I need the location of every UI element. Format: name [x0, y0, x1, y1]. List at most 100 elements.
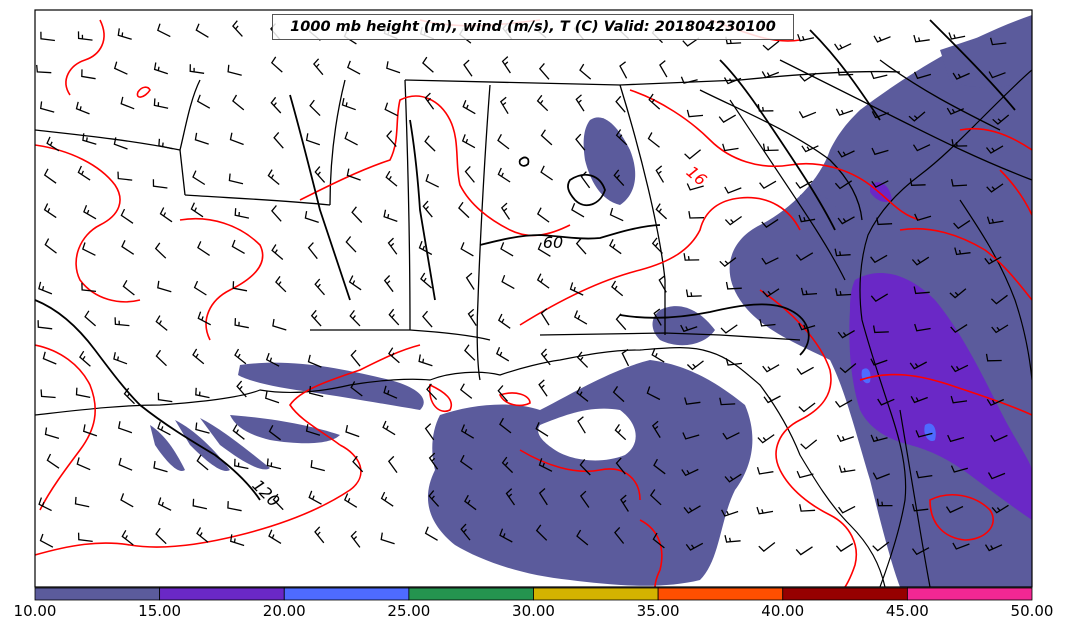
wind-barb [39, 101, 55, 113]
wind-barb [952, 542, 970, 550]
wind-barb [725, 358, 743, 366]
wind-barb [722, 143, 739, 152]
wind-barb [991, 324, 1009, 334]
wind-barb [621, 348, 630, 367]
wind-barb [947, 434, 965, 443]
wind-barb [82, 133, 97, 145]
wind-barb [273, 131, 284, 149]
wind-barb [44, 427, 60, 440]
colorbar-tick-label: 10.00 [13, 602, 57, 620]
wind-barb [915, 430, 933, 438]
wind-barb [609, 207, 624, 222]
wind-barb [655, 165, 665, 183]
wind-barb [724, 535, 741, 543]
wind-barb [84, 310, 97, 327]
wind-barb [36, 64, 52, 74]
wind-barb [76, 457, 91, 471]
wind-barb [39, 533, 54, 548]
wind-barb [345, 424, 360, 438]
wind-barb [876, 217, 893, 226]
wind-barb [573, 310, 588, 325]
wind-barb [798, 111, 817, 119]
wind-barb [614, 424, 627, 441]
wind-barb [686, 183, 704, 191]
wind-barb [113, 352, 128, 365]
wind-barb [914, 71, 932, 80]
wind-barb [117, 421, 133, 434]
wind-barb [158, 138, 173, 150]
wind-barb [459, 454, 473, 471]
wind-barb [838, 465, 856, 473]
wind-barb [82, 424, 98, 437]
wind-barb [757, 434, 775, 444]
wind-barb [420, 272, 433, 289]
wind-barb [984, 544, 1003, 552]
wind-barb [227, 501, 242, 512]
wind-barb [649, 489, 662, 506]
wind-barb [685, 289, 702, 298]
colorbar-tick-label: 35.00 [636, 602, 680, 620]
wind-barb [580, 171, 591, 189]
wind-barb [837, 330, 855, 339]
wind-barb [37, 320, 53, 330]
wind-barb [914, 323, 931, 332]
wind-barb [195, 422, 210, 434]
wind-barb [837, 216, 855, 225]
wind-barb [615, 313, 627, 331]
wind-barb [344, 131, 358, 146]
wind-barb [571, 203, 585, 218]
wind-barb [990, 294, 1008, 305]
wind-barb [460, 424, 475, 439]
wind-barb [761, 218, 779, 228]
wind-barb [196, 527, 209, 543]
wind-barb [535, 524, 548, 541]
wind-barb [458, 201, 470, 219]
wind-barb [121, 240, 135, 255]
wind-barb [120, 96, 135, 110]
wind-barb [153, 98, 169, 109]
wind-barb [799, 504, 816, 512]
wind-barb [314, 278, 325, 296]
wind-barb [194, 132, 209, 145]
coastlines [35, 69, 1032, 587]
wind-barb [38, 281, 53, 295]
wind-barb [986, 398, 1005, 407]
wind-barb [114, 317, 130, 327]
wind-barb [538, 458, 553, 472]
wind-barb [159, 207, 173, 223]
wind-barb [950, 364, 969, 373]
wind-barb [308, 490, 322, 505]
wind-barb [688, 210, 705, 219]
wind-barb [796, 470, 814, 479]
wind-barb [499, 417, 512, 434]
wind-barb [425, 173, 439, 188]
wind-barb [870, 254, 888, 264]
wind-barb [349, 310, 361, 327]
wind-barb [872, 325, 889, 334]
wind-barb [988, 71, 1006, 79]
wind-barb [535, 422, 549, 437]
wind-barb [909, 178, 926, 186]
wind-barb [310, 460, 325, 472]
wind-barb [196, 94, 211, 109]
wind-barb [658, 275, 667, 293]
wind-barb [795, 180, 813, 189]
wind-barb [911, 503, 929, 512]
wind-barb [422, 310, 433, 328]
wind-barb [38, 497, 52, 512]
wind-barb [229, 132, 244, 146]
colorbar-swatch [657, 587, 784, 601]
wind-barb [986, 216, 1004, 225]
wind-barb [308, 386, 324, 398]
wind-barb [465, 272, 475, 290]
wind-barb [234, 208, 250, 219]
wind-barb [305, 133, 321, 146]
wind-barb [42, 351, 57, 365]
wind-barb [800, 439, 818, 450]
wind-barb [870, 434, 888, 443]
wind-barb [388, 347, 400, 364]
wind-barb [386, 61, 401, 74]
wind-barb [232, 20, 243, 37]
wind-barb [537, 242, 551, 257]
wind-barb [43, 168, 57, 184]
